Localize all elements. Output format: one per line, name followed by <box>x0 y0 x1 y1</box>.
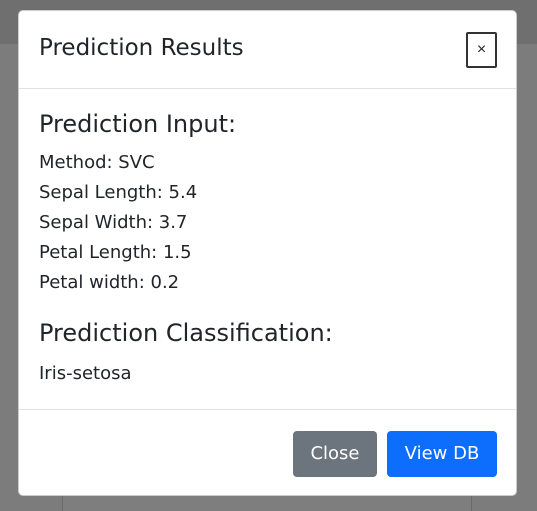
modal-title: Prediction Results <box>39 35 244 61</box>
close-icon[interactable]: × <box>466 32 497 68</box>
modal-header: Prediction Results × <box>19 11 516 89</box>
input-method: Method: SVC <box>39 152 155 173</box>
modal-footer: Close View DB <box>19 409 516 495</box>
view-db-button[interactable]: View DB <box>387 431 497 477</box>
prediction-input-heading: Prediction Input: <box>39 110 237 138</box>
prediction-input-list: Method: SVC Sepal Length: 5.4 Sepal Widt… <box>39 148 197 298</box>
prediction-classification-heading: Prediction Classification: <box>39 319 333 347</box>
close-button[interactable]: Close <box>293 431 377 477</box>
input-petal-width: Petal width: 0.2 <box>39 272 180 293</box>
input-sepal-length: Sepal Length: 5.4 <box>39 182 198 203</box>
input-sepal-width: Sepal Width: 3.7 <box>39 212 188 233</box>
input-petal-length: Petal Length: 1.5 <box>39 242 192 263</box>
prediction-results-modal: Prediction Results × Prediction Input: M… <box>18 10 517 496</box>
prediction-classification-result: Iris-setosa <box>39 363 132 384</box>
